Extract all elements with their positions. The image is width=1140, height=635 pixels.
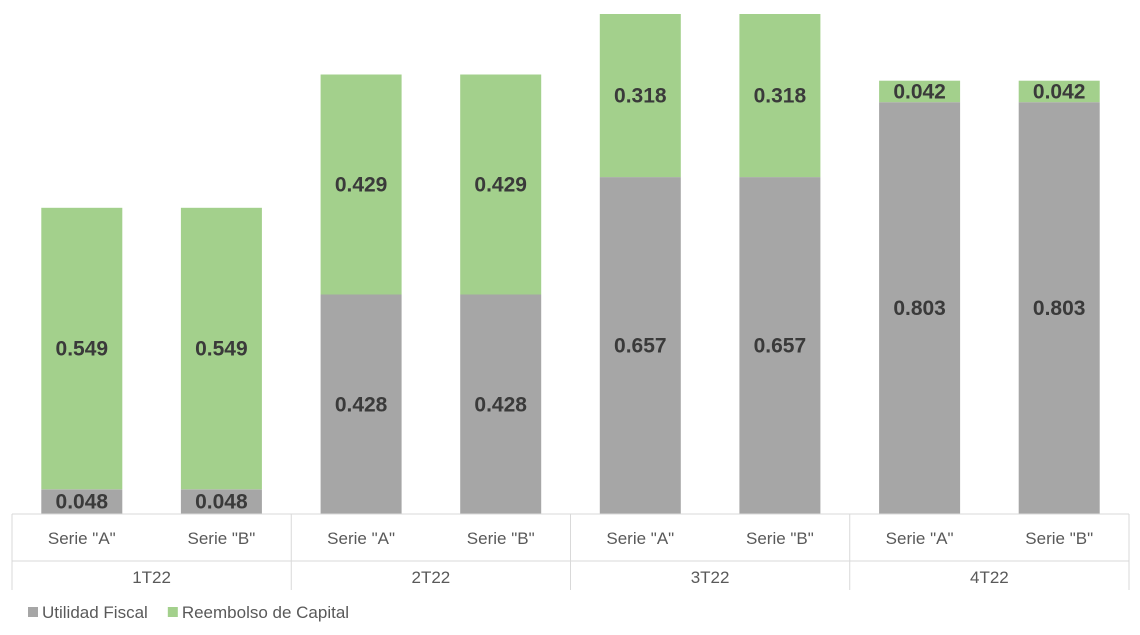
bar-segment-reembolso-capital <box>879 80 961 103</box>
data-label: 0.429 <box>474 174 527 197</box>
data-label: 0.803 <box>893 297 946 320</box>
data-label: 0.429 <box>335 174 388 197</box>
bar-segment-reembolso-capital <box>460 74 542 295</box>
group-label: 3T22 <box>691 568 730 587</box>
bar-segment-utilidad-fiscal <box>739 177 821 514</box>
x-tick-label: Serie "B" <box>1025 529 1093 548</box>
bar-segment-reembolso-capital <box>41 207 123 490</box>
data-label: 0.318 <box>754 85 807 108</box>
data-label: 0.048 <box>195 491 248 514</box>
x-tick-label: Serie "A" <box>48 529 116 548</box>
x-tick-label: Serie "A" <box>327 529 395 548</box>
bar-segment-reembolso-capital <box>320 74 402 295</box>
bar-segment-utilidad-fiscal <box>599 177 681 514</box>
data-label: 0.042 <box>1033 80 1086 103</box>
legend-swatch-reembolso-capital <box>167 607 178 617</box>
data-label: 0.048 <box>56 491 109 514</box>
bar-segment-reembolso-capital <box>1018 80 1100 103</box>
data-label: 0.549 <box>56 338 109 361</box>
bar-segment-utilidad-fiscal <box>1018 102 1100 514</box>
x-tick-label: Serie "B" <box>746 529 814 548</box>
data-label: 0.657 <box>614 335 667 358</box>
bar-segment-reembolso-capital <box>739 14 821 178</box>
legend-label: Reembolso de Capital <box>182 603 349 622</box>
bar-segment-utilidad-fiscal <box>460 294 542 514</box>
data-label: 0.549 <box>195 338 248 361</box>
bar-segment-utilidad-fiscal <box>320 294 402 514</box>
group-label: 4T22 <box>970 568 1009 587</box>
bar-segment-reembolso-capital <box>180 207 262 490</box>
x-tick-label: Serie "B" <box>467 529 535 548</box>
bar-segment-utilidad-fiscal <box>879 102 961 514</box>
data-label: 0.657 <box>754 335 807 358</box>
bar-segment-utilidad-fiscal <box>180 489 262 514</box>
data-label: 0.042 <box>893 80 946 103</box>
x-tick-label: Serie "B" <box>187 529 255 548</box>
data-label: 0.318 <box>614 85 667 108</box>
data-label: 0.428 <box>335 393 388 416</box>
x-tick-label: Serie "A" <box>606 529 674 548</box>
bar-segment-reembolso-capital <box>599 14 681 178</box>
legend-swatch-utilidad-fiscal <box>28 607 38 617</box>
data-label: 0.803 <box>1033 297 1086 320</box>
legend-label: Utilidad Fiscal <box>42 603 148 622</box>
data-label: 0.428 <box>474 393 527 416</box>
group-label: 2T22 <box>412 568 451 587</box>
group-label: 1T22 <box>132 568 171 587</box>
x-tick-label: Serie "A" <box>886 529 954 548</box>
bar-segment-utilidad-fiscal <box>41 489 123 514</box>
